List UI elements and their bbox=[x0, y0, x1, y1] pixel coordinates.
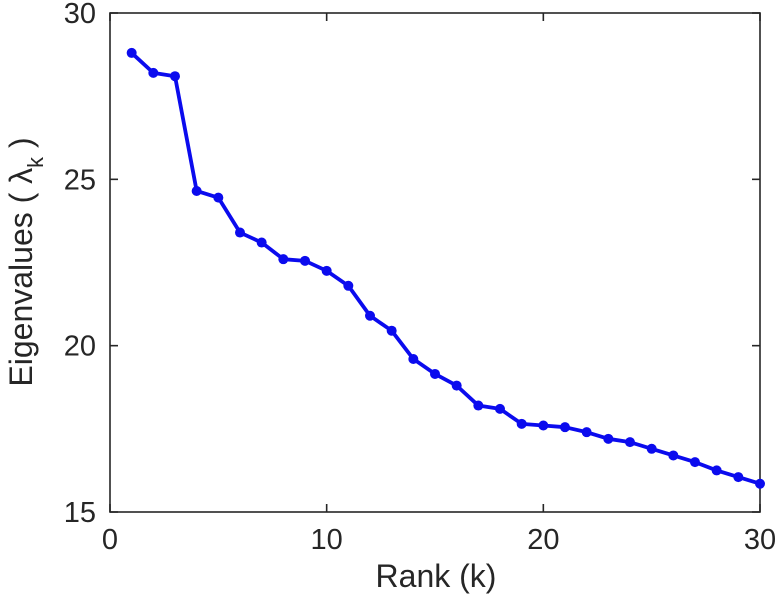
data-point-marker bbox=[278, 254, 289, 265]
data-point-marker bbox=[300, 255, 310, 266]
y-axis-label-suffix: ) bbox=[2, 137, 39, 157]
data-point-marker bbox=[408, 353, 419, 364]
data-point-marker bbox=[733, 472, 744, 483]
y-axis-label: Eigenvalues ( λk ) bbox=[2, 137, 48, 387]
x-tick-label: 0 bbox=[102, 524, 118, 556]
x-tick-label: 30 bbox=[744, 524, 776, 556]
plot-box bbox=[109, 12, 761, 513]
data-point-marker bbox=[256, 237, 267, 248]
data-point-marker bbox=[473, 400, 484, 411]
x-tick-label: 20 bbox=[527, 524, 559, 556]
eigenvalue-line-series bbox=[129, 51, 762, 486]
data-point-marker bbox=[235, 227, 245, 238]
data-point-marker bbox=[711, 465, 722, 476]
y-tick-label: 25 bbox=[64, 164, 96, 196]
x-axis-label: Rank (k) bbox=[375, 558, 497, 594]
data-point-marker bbox=[191, 185, 202, 196]
data-point-marker bbox=[126, 47, 137, 58]
data-point-marker bbox=[430, 368, 440, 379]
data-point-marker bbox=[538, 420, 549, 431]
data-point-marker bbox=[321, 265, 332, 276]
data-point-marker bbox=[603, 433, 614, 444]
y-tick-label: 30 bbox=[64, 0, 96, 30]
data-point-marker bbox=[386, 325, 397, 336]
data-point-marker bbox=[170, 71, 180, 82]
y-axis-label-text: Eigenvalues ( λ bbox=[2, 167, 39, 387]
y-axis-label-subscript: k bbox=[22, 156, 48, 168]
data-point-marker bbox=[690, 457, 700, 468]
data-point-marker bbox=[213, 192, 224, 203]
data-point-marker bbox=[581, 427, 592, 438]
data-point-marker bbox=[148, 67, 159, 78]
data-point-marker bbox=[365, 310, 375, 321]
data-point-marker bbox=[646, 443, 657, 454]
data-point-marker bbox=[668, 450, 679, 461]
data-point-marker bbox=[560, 422, 570, 433]
data-point-marker bbox=[625, 437, 635, 448]
data-point-marker bbox=[495, 403, 505, 414]
data-point-marker bbox=[516, 418, 527, 429]
data-point-marker bbox=[343, 280, 354, 291]
y-tick-label: 15 bbox=[64, 497, 96, 529]
x-tick-label: 10 bbox=[311, 524, 343, 556]
data-point-marker bbox=[451, 380, 462, 391]
data-point-marker bbox=[755, 478, 765, 489]
y-tick-label: 20 bbox=[64, 331, 96, 363]
